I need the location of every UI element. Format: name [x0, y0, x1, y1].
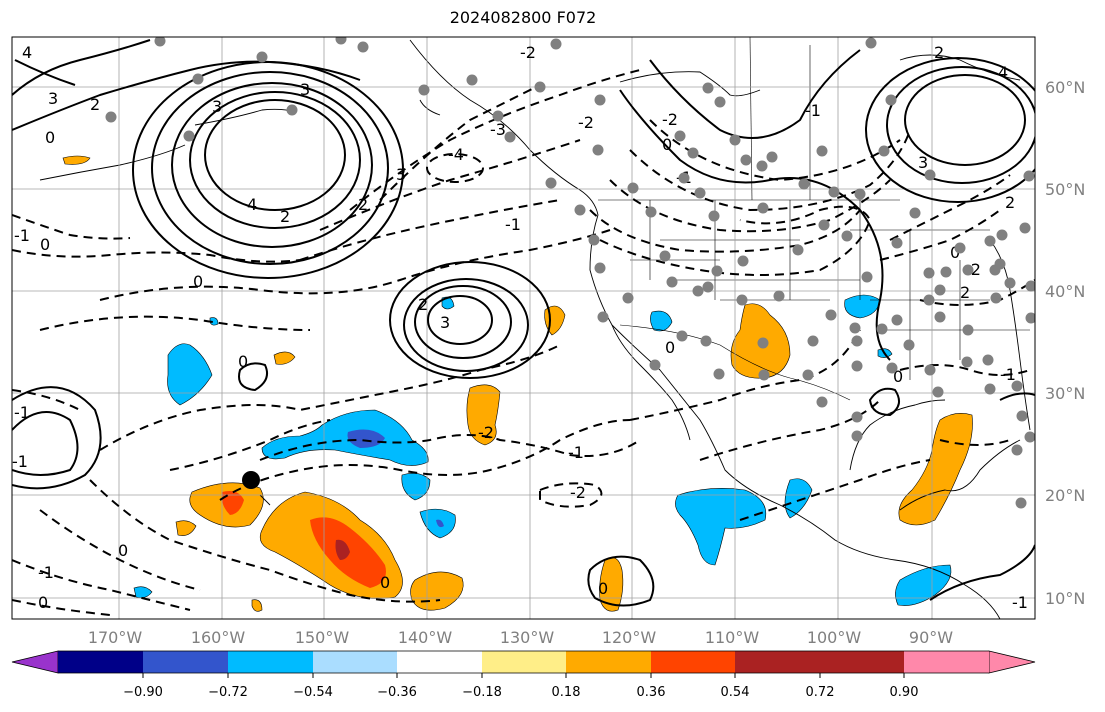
contour-label: 0	[893, 367, 903, 386]
contour-label: 3	[212, 97, 222, 116]
solid-contours	[12, 39, 1035, 607]
colorbar-segment	[397, 651, 482, 673]
contour-label: 2	[90, 95, 100, 114]
colorbar-extend-high	[988, 650, 1036, 674]
contour-label: -1	[805, 101, 821, 120]
colorbar-tick-label: −0.72	[208, 685, 248, 700]
lon-label: 130°W	[500, 628, 555, 647]
contour-label: -2	[520, 43, 536, 62]
colorbar-tick-label: −0.54	[293, 685, 333, 700]
highlight-location-marker	[242, 471, 260, 489]
colorbar-tick-label: 0.90	[890, 685, 919, 700]
contour-label: 0	[238, 352, 248, 371]
contour-label: 0	[598, 579, 608, 598]
contour-label: 0	[380, 573, 390, 592]
colorbar-tick-label: −0.90	[123, 685, 163, 700]
map-frame	[11, 36, 1036, 620]
colorbar-extend-low	[11, 650, 59, 674]
colorbar-tick-label: 0.18	[552, 685, 581, 700]
colorbar-segment	[904, 651, 989, 673]
colorbar-segment	[58, 651, 143, 673]
contour-label: 0	[45, 128, 55, 147]
lon-label: 140°W	[398, 628, 453, 647]
contour-label: 4	[247, 195, 257, 214]
colorbar-segment	[228, 651, 313, 673]
contour-label: -1	[12, 452, 28, 471]
contour-label: 2	[280, 207, 290, 226]
lat-label: 20°N	[1045, 486, 1085, 505]
lat-label: 40°N	[1045, 282, 1085, 301]
colorbar-tick-label: 0.72	[806, 685, 835, 700]
contour-label: -2	[662, 110, 678, 129]
latitude-axis: 60°N 50°N 40°N 30°N 20°N 10°N	[1045, 78, 1085, 608]
contour-label: 0	[665, 338, 675, 357]
colorbar-tick-label: −0.18	[462, 685, 502, 700]
contour-label: -1	[568, 443, 584, 462]
contour-label: -1	[505, 215, 521, 234]
lat-label: 10°N	[1045, 589, 1085, 608]
contour-label: 3	[918, 153, 928, 172]
colorbar-segment	[820, 651, 904, 673]
contour-label: 0	[662, 135, 672, 154]
contour-label: -2	[478, 423, 494, 442]
lon-label: 150°W	[295, 628, 350, 647]
contour-label: -1	[14, 226, 30, 245]
contour-label: 3	[440, 313, 450, 332]
contour-label: 0	[40, 235, 50, 254]
contour-label: 3	[396, 165, 406, 184]
colorbar-segment	[651, 651, 735, 673]
contour-label: 2	[358, 195, 368, 214]
contour-label: 0	[193, 272, 203, 291]
colorbar-segment	[735, 651, 820, 673]
contour-label: -2	[578, 113, 594, 132]
contour-label: -4	[448, 145, 464, 164]
contour-label: -3	[490, 120, 506, 139]
colorbar-segment	[143, 651, 228, 673]
contour-label: 2	[418, 295, 428, 314]
lat-label: 60°N	[1045, 78, 1085, 97]
colorbar-ticks	[142, 673, 905, 678]
dashed-contours	[12, 69, 1035, 616]
colorbar-segment	[566, 651, 651, 673]
station-markers	[105, 37, 1035, 509]
colorbar-tick-label: −0.36	[377, 685, 417, 700]
contour-label: 2	[1005, 193, 1015, 212]
contour-label: 3	[300, 80, 310, 99]
lon-label: 160°W	[191, 628, 246, 647]
contour-label: 2	[960, 283, 970, 302]
colorbar-tick-label: 0.54	[721, 685, 750, 700]
contour-label: 0	[950, 243, 960, 262]
lon-label: 100°W	[807, 628, 862, 647]
contour-label: 4	[22, 43, 32, 62]
contour-label: 3	[48, 89, 58, 108]
contour-label: -1	[38, 563, 54, 582]
contour-label: -1	[14, 403, 30, 422]
longitude-axis: 170°W 160°W 150°W 140°W 130°W 120°W 110°…	[88, 628, 953, 647]
contour-label: -1	[1000, 365, 1016, 384]
colorbar-segment	[313, 651, 397, 673]
lon-label: 90°W	[909, 628, 953, 647]
contour-label: 4	[998, 63, 1008, 82]
contour-label: 0	[38, 593, 48, 612]
colorbar-tick-label: 0.36	[637, 685, 666, 700]
lon-label: 120°W	[602, 628, 657, 647]
contour-label: -2	[570, 483, 586, 502]
contour-label: -1	[1012, 593, 1028, 612]
lon-label: 110°W	[705, 628, 760, 647]
map-title: 2024082800 F072	[449, 8, 597, 27]
lon-label: 170°W	[88, 628, 143, 647]
lat-label: 30°N	[1045, 384, 1085, 403]
contour-label: 2	[934, 43, 944, 62]
lat-label: 50°N	[1045, 180, 1085, 199]
colorbar-segment	[482, 651, 566, 673]
colorbar: −0.90 −0.72 −0.54 −0.36 −0.18 0.18 0.36 …	[11, 650, 1036, 700]
contour-label: 0	[118, 541, 128, 560]
